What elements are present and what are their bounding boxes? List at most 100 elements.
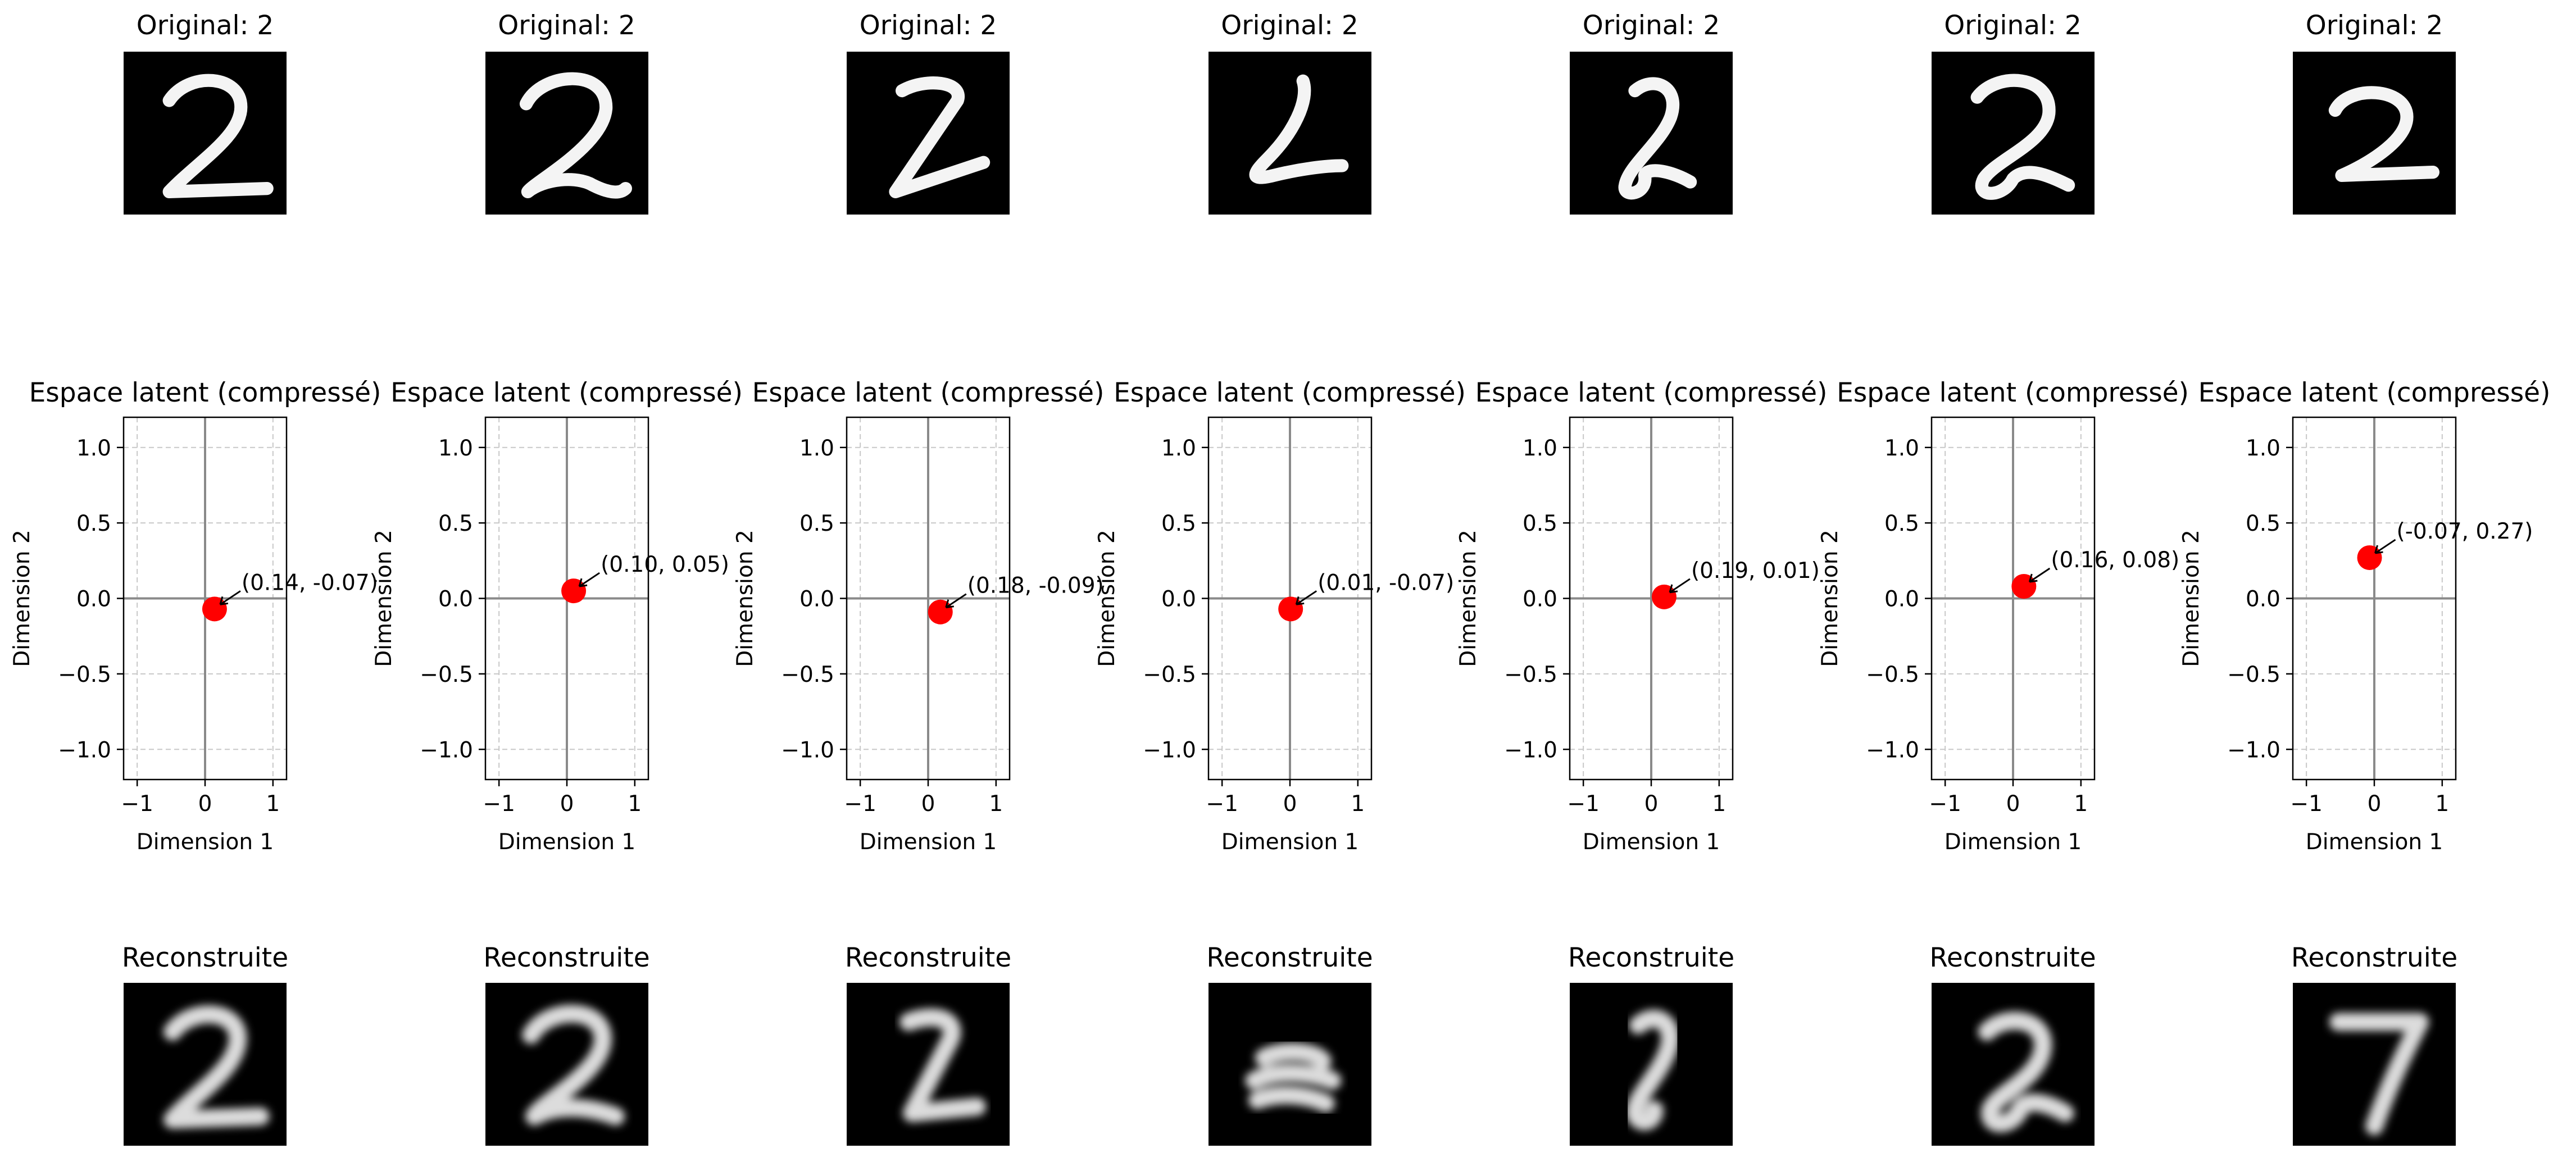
- x-axis-label: Dimension 1: [1221, 830, 1359, 855]
- point-annotation: (0.18, -0.09): [967, 573, 1104, 599]
- reconstructed-title: Reconstruite: [2291, 942, 2458, 973]
- y-tick-label: −0.5: [781, 662, 834, 687]
- annotation-arrowhead: [578, 578, 587, 587]
- y-tick-label: −0.5: [1866, 662, 1919, 687]
- x-tick-label: 1: [2435, 791, 2449, 817]
- y-tick-label: 0.5: [1884, 511, 1919, 536]
- original-digit-stroke: [889, 76, 991, 198]
- original-title: Original: 2: [1221, 10, 1359, 41]
- latent-title: Espace latent (compressé): [2198, 377, 2551, 408]
- x-tick-label: 1: [266, 791, 280, 817]
- y-tick-label: 0.0: [2246, 587, 2280, 612]
- latent-title: Espace latent (compressé): [29, 377, 381, 408]
- y-tick-label: 0.5: [1523, 511, 1557, 536]
- original-image: [1570, 52, 1733, 215]
- point-annotation: (0.10, 0.05): [601, 552, 729, 577]
- reconstructed-title: Reconstruite: [483, 942, 650, 973]
- latent-scatter-plot: −1 0 1 1.0 0.5 0.0 −0.5 −1.0 Dimension 1 Dimensio…: [1094, 416, 1454, 855]
- reconstructed-digit-stroke: [1244, 1043, 1341, 1113]
- latent-point: [2357, 545, 2382, 570]
- x-axis-label: Dimension 1: [498, 830, 635, 855]
- y-tick-label: 0.5: [76, 511, 111, 536]
- x-tick-label: −1: [483, 791, 515, 817]
- x-tick-label: 0: [921, 791, 935, 817]
- y-tick-label: −0.5: [58, 662, 111, 687]
- latent-title: Espace latent (compressé): [752, 377, 1105, 408]
- x-tick-label: 1: [1351, 791, 1365, 817]
- x-tick-label: 0: [2368, 791, 2382, 817]
- latent-point: [2011, 574, 2036, 599]
- point-annotation: (0.19, 0.01): [1691, 558, 1820, 584]
- reconstructed-image: [1208, 983, 1371, 1146]
- y-tick-label: 1.0: [1884, 436, 1919, 461]
- original-image: [485, 52, 648, 215]
- latent-title: Espace latent (compressé): [1114, 377, 1466, 408]
- latent-scatter-plot: −1 0 1 1.0 0.5 0.0 −0.5 −1.0 Dimension 1 Dimensio…: [10, 416, 378, 855]
- latent-scatter-plot: −1 0 1 1.0 0.5 0.0 −0.5 −1.0 Dimension 1 Dimensio…: [371, 416, 729, 855]
- reconstructed-image: [2293, 983, 2456, 1146]
- reconstructed-image: [1931, 983, 2095, 1146]
- original-title: Original: 2: [1582, 10, 1720, 41]
- latent-title: Espace latent (compressé): [390, 377, 743, 408]
- latent-title: Espace latent (compressé): [1837, 377, 2189, 408]
- annotation-arrowhead: [1669, 584, 1678, 594]
- original-title: Original: 2: [1944, 10, 2082, 41]
- annotation-arrowhead: [1295, 596, 1304, 605]
- point-annotation: (0.14, -0.07): [242, 570, 378, 595]
- x-axis-label: Dimension 1: [1583, 830, 1720, 855]
- original-image: [1931, 52, 2095, 215]
- annotation-arrow: [1669, 578, 1691, 594]
- y-axis-label: Dimension 2: [371, 530, 397, 667]
- y-tick-label: 0.0: [76, 587, 111, 612]
- latent-point: [1651, 584, 1677, 609]
- y-tick-label: −1.0: [58, 737, 111, 763]
- y-tick-label: 0.0: [799, 587, 834, 612]
- y-axis-label: Dimension 2: [2179, 530, 2204, 667]
- latent-title: Espace latent (compressé): [1475, 377, 1828, 408]
- reconstructed-image: [847, 983, 1010, 1146]
- annotation-arrow: [1295, 590, 1317, 605]
- annotation-arrowhead: [2374, 545, 2383, 554]
- reconstructed-title: Reconstruite: [844, 942, 1012, 973]
- y-tick-label: −0.5: [420, 662, 473, 687]
- reconstructed-title: Reconstruite: [121, 942, 289, 973]
- latent-scatter-plot: −1 0 1 1.0 0.5 0.0 −0.5 −1.0 Dimension 1 Dimensio…: [1456, 416, 1820, 855]
- x-tick-label: 0: [2006, 791, 2020, 817]
- original-image: [124, 52, 287, 215]
- y-tick-label: −1.0: [1504, 737, 1557, 763]
- x-axis-label: Dimension 1: [2306, 830, 2443, 855]
- reconstructed-digit-stroke: [2329, 1013, 2429, 1136]
- reconstructed-title: Reconstruite: [1568, 942, 1735, 973]
- reconstructed-digit-stroke: [521, 1005, 625, 1125]
- y-tick-label: 1.0: [799, 436, 834, 461]
- y-tick-label: 0.0: [1523, 587, 1557, 612]
- y-axis-label: Dimension 2: [1456, 530, 1481, 667]
- x-tick-label: −1: [1206, 791, 1238, 817]
- x-axis-label: Dimension 1: [1944, 830, 2082, 855]
- y-axis-label: Dimension 2: [10, 530, 35, 667]
- original-digit-stroke: [1618, 77, 1697, 200]
- y-tick-label: 0.5: [1161, 511, 1196, 536]
- y-tick-label: 0.0: [438, 587, 473, 612]
- reconstructed-image: [124, 983, 287, 1146]
- reconstructed-digit-stroke: [163, 1005, 270, 1129]
- latent-point: [1278, 596, 1303, 622]
- y-tick-label: −1.0: [781, 737, 834, 763]
- original-digit-stroke: [1970, 74, 2075, 200]
- y-axis-label: Dimension 2: [1818, 530, 1843, 667]
- y-tick-label: −0.5: [1504, 662, 1557, 687]
- x-tick-label: 0: [1283, 791, 1297, 817]
- y-tick-label: −1.0: [420, 737, 473, 763]
- x-tick-label: −1: [1567, 791, 1600, 817]
- y-tick-label: 1.0: [1161, 436, 1196, 461]
- original-title: Original: 2: [859, 10, 997, 41]
- y-tick-label: −1.0: [1143, 737, 1196, 763]
- y-tick-label: −0.5: [1143, 662, 1196, 687]
- original-digit-stroke: [2328, 86, 2439, 182]
- annotation-arrow: [945, 593, 967, 608]
- reconstructed-title: Reconstruite: [1206, 942, 1373, 973]
- original-image: [2293, 52, 2456, 215]
- annotation-arrow: [220, 590, 241, 605]
- x-tick-label: 1: [628, 791, 642, 817]
- x-tick-label: 1: [1712, 791, 1726, 817]
